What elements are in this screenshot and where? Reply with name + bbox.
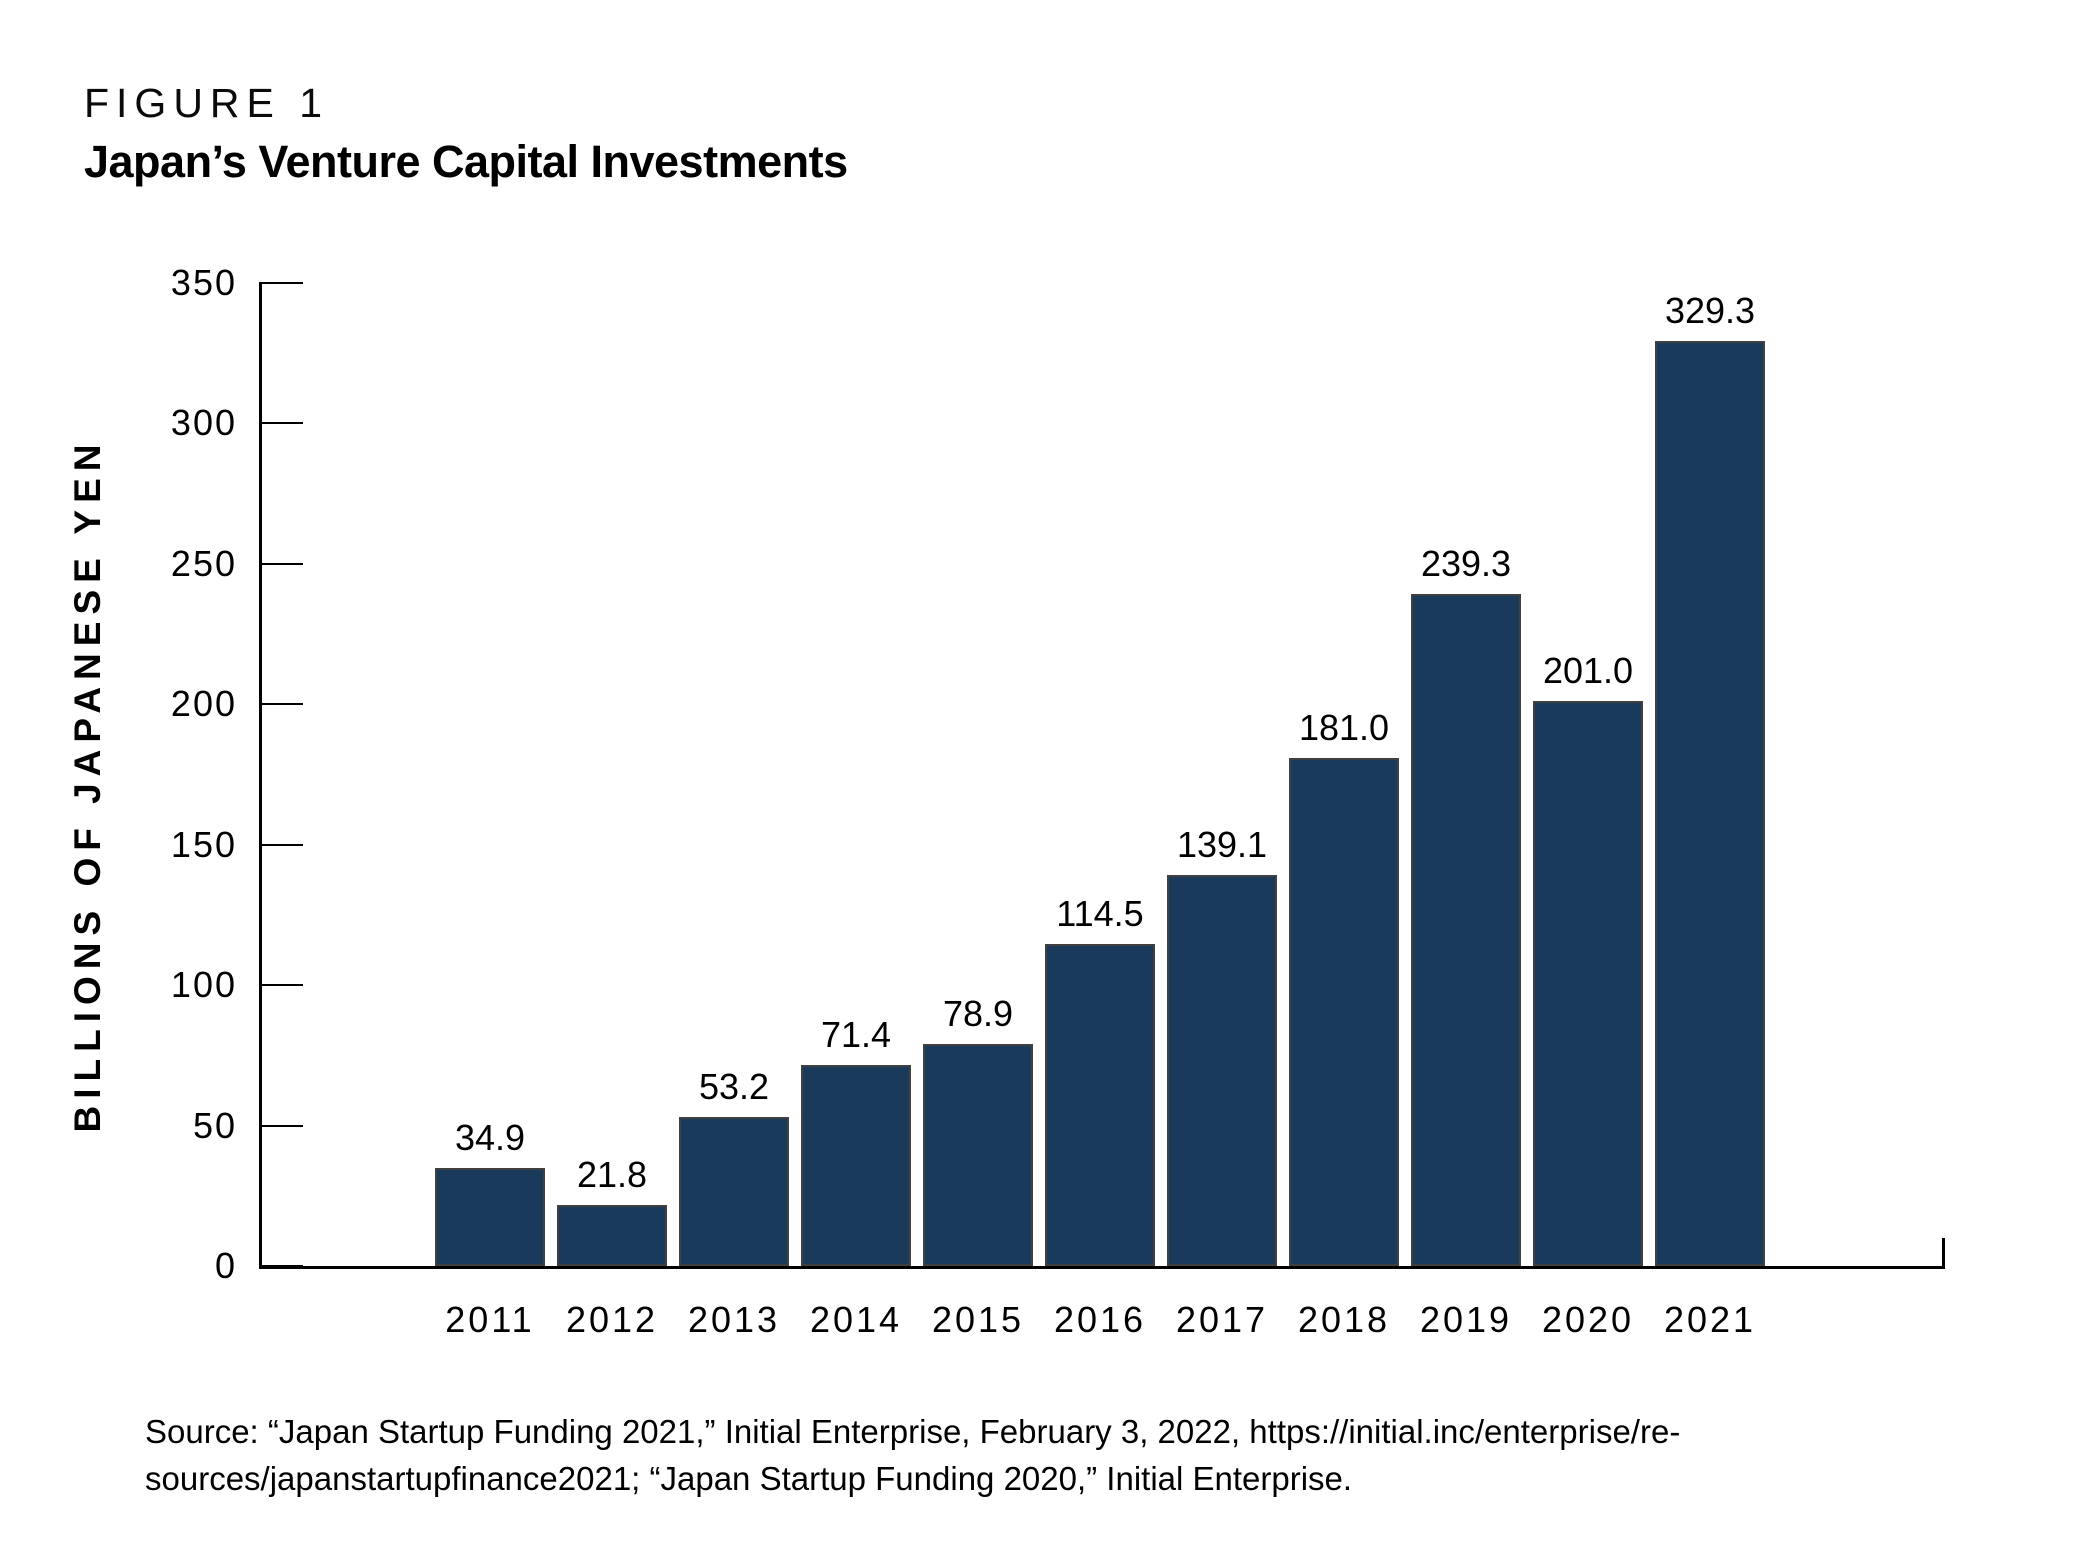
x-axis-end-tick (1942, 1238, 1945, 1269)
bar-value-label: 181.0 (1298, 707, 1390, 748)
y-tick-label: 250 (170, 543, 237, 584)
bar (1411, 594, 1521, 1266)
y-tick-label: 150 (170, 824, 237, 865)
bar-year-label: 2014 (809, 1299, 903, 1340)
bar-year-label: 2021 (1663, 1299, 1757, 1340)
figure-title: Japan’s Venture Capital Investments (84, 136, 848, 187)
bar-year-label: 2016 (1053, 1299, 1147, 1340)
source-line-1: Source: “Japan Startup Funding 2021,” In… (145, 1413, 1681, 1450)
bar (1045, 944, 1155, 1266)
bar (557, 1205, 667, 1266)
bar (1289, 758, 1399, 1266)
bar-value-label: 71.4 (820, 1014, 892, 1055)
y-tick-label: 100 (170, 964, 237, 1005)
y-tick-mark (261, 703, 303, 705)
bar-year-label: 2011 (445, 1299, 535, 1340)
bar-year-label: 2013 (687, 1299, 781, 1340)
bar (923, 1044, 1033, 1266)
y-tick-mark (261, 844, 303, 846)
y-tick-label: 300 (170, 402, 237, 443)
y-tick-mark (261, 1125, 303, 1127)
bar-value-label: 78.9 (942, 993, 1014, 1034)
y-tick-mark (261, 984, 303, 986)
y-tick-mark (261, 563, 303, 565)
bar (679, 1117, 789, 1266)
bar-year-label: 2017 (1175, 1299, 1269, 1340)
y-tick-label: 50 (192, 1105, 237, 1146)
bar-value-label: 201.0 (1542, 650, 1634, 691)
bar (801, 1065, 911, 1266)
bar-value-label: 329.3 (1664, 290, 1756, 331)
bar-year-label: 2019 (1419, 1299, 1513, 1340)
y-axis-line (259, 282, 262, 1269)
y-tick-label: 0 (214, 1245, 237, 1286)
bar-value-label: 139.1 (1176, 824, 1268, 865)
bar-value-label: 21.8 (576, 1154, 648, 1195)
bar-value-label: 114.5 (1056, 893, 1144, 934)
bar (1533, 701, 1643, 1266)
bar-value-label: 53.2 (698, 1066, 770, 1107)
bar (1655, 341, 1765, 1266)
bar-value-label: 239.3 (1420, 543, 1512, 584)
y-tick-mark (261, 422, 303, 424)
bar-year-label: 2020 (1541, 1299, 1635, 1340)
figure-label: FIGURE 1 (84, 80, 330, 126)
bar-year-label: 2012 (565, 1299, 659, 1340)
y-tick-mark (261, 1265, 303, 1267)
bar (435, 1168, 545, 1266)
bar-year-label: 2018 (1297, 1299, 1391, 1340)
y-tick-mark (261, 282, 303, 284)
y-tick-label: 200 (170, 683, 237, 724)
bar-year-label: 2015 (931, 1299, 1025, 1340)
x-axis-line (259, 1266, 1945, 1269)
bar-value-label: 34.9 (454, 1117, 526, 1158)
source-note: Source: “Japan Startup Funding 2021,” In… (145, 1408, 1680, 1502)
y-tick-label: 350 (170, 262, 237, 303)
bar (1167, 875, 1277, 1266)
source-line-2: sources/japanstartupfinance2021; “Japan … (145, 1460, 1353, 1497)
